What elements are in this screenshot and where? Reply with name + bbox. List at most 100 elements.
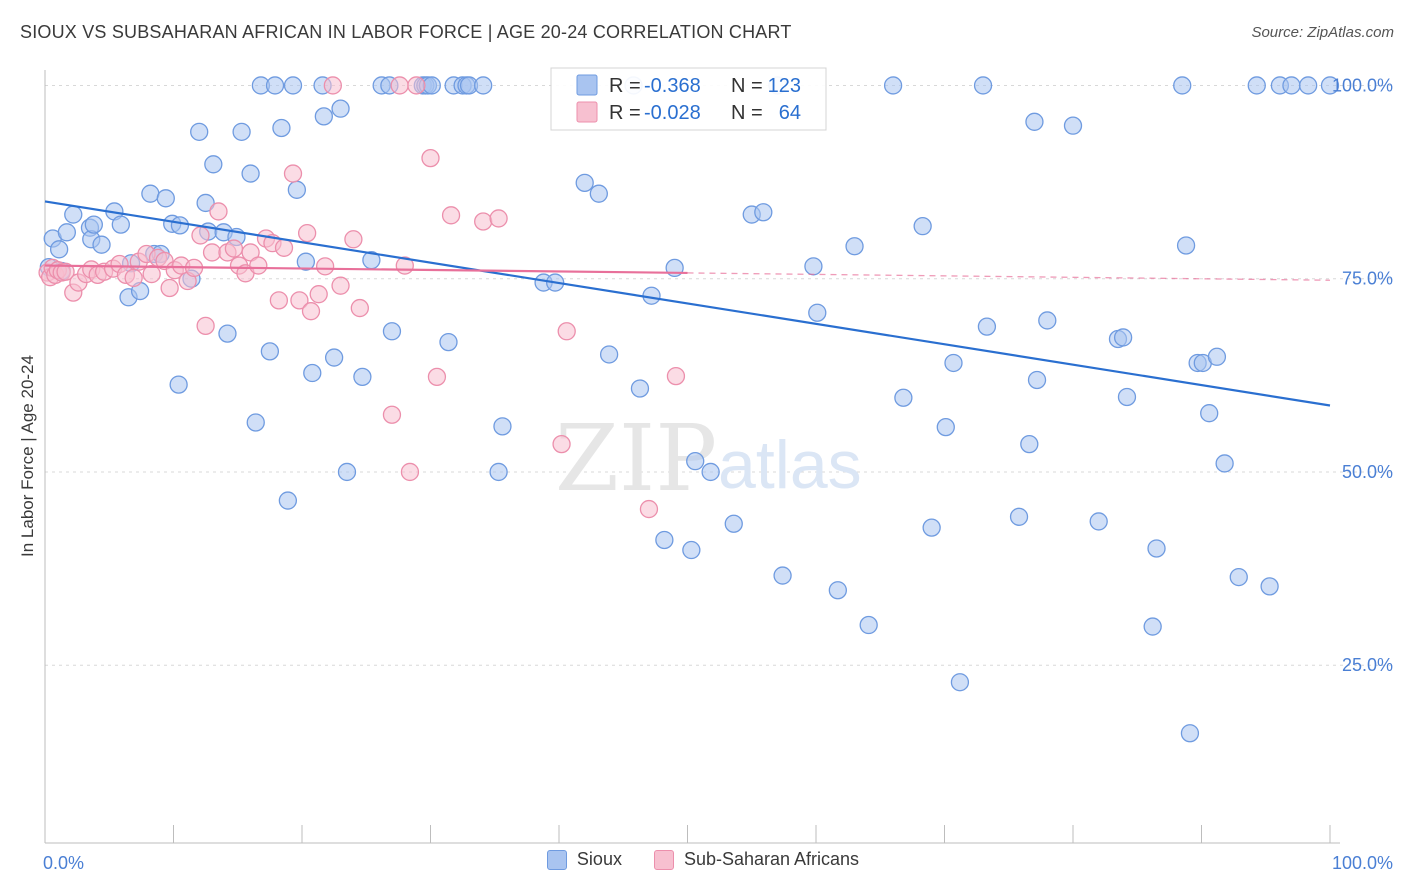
sioux-point	[804, 257, 823, 276]
sioux-point	[204, 155, 223, 174]
sioux-point	[382, 322, 402, 341]
sioux-point	[439, 332, 458, 352]
x-tick-label: 0.0%	[43, 853, 84, 873]
subsaharan-point	[400, 462, 420, 482]
y-tick-label: 75.0%	[1342, 269, 1393, 289]
sioux-point	[265, 76, 285, 95]
subsaharan-point	[552, 434, 571, 454]
sioux-point	[913, 216, 932, 236]
sioux-point	[303, 363, 322, 383]
sioux-point	[1299, 76, 1318, 95]
legend-item-subsaharan[interactable]: Sub-Saharan Africans	[653, 849, 860, 870]
legend-label-subsaharan: Sub-Saharan Africans	[683, 849, 860, 869]
sioux-point	[353, 367, 372, 387]
legend-n-value: 64	[779, 102, 801, 124]
subsaharan-point	[274, 238, 294, 257]
subsaharan-point	[290, 291, 309, 310]
legend-n-value: 123	[768, 75, 801, 97]
sioux-point	[493, 417, 512, 436]
legend-r-value: -0.028	[644, 102, 701, 124]
trend-line-subsaharan-extension	[687, 272, 1331, 281]
sioux-point	[196, 193, 215, 213]
subsaharan-point	[323, 76, 342, 95]
subsaharan-point	[639, 499, 659, 519]
subsaharan-point	[224, 239, 244, 258]
tick-label-layer: 25.0% 50.0% 75.0% 100.0% 0.0% 100.0%	[43, 75, 1393, 873]
sioux-point	[218, 324, 237, 343]
trend-layer	[44, 200, 1331, 407]
subsaharan-point	[309, 285, 328, 304]
legend-swatch	[576, 74, 598, 96]
sioux-point	[1282, 76, 1301, 95]
sioux-point	[630, 379, 650, 398]
legend-swatch	[576, 101, 598, 123]
sioux-point	[57, 223, 76, 242]
sioux-point	[141, 184, 160, 203]
sioux-point	[241, 164, 260, 183]
legend-swatch-subsaharan	[653, 849, 674, 870]
y-tick-label: 25.0%	[1342, 655, 1393, 675]
subsaharan-point	[196, 316, 215, 336]
legend-n-label: N =	[731, 102, 763, 124]
sioux-point	[260, 342, 280, 361]
subsaharan-point	[269, 291, 289, 310]
sioux-point	[1229, 567, 1248, 587]
sioux-point	[337, 462, 357, 482]
legend-item-sioux[interactable]: Sioux	[546, 849, 622, 870]
sioux-point	[278, 491, 298, 510]
sioux-point	[489, 462, 508, 482]
sioux-point	[1009, 507, 1029, 526]
sioux-point	[1025, 112, 1044, 131]
sioux-point	[246, 413, 265, 432]
subsaharan-point	[297, 223, 317, 243]
sioux-point	[883, 76, 903, 95]
subsaharan-point	[160, 278, 179, 298]
subsaharan-point	[124, 268, 143, 288]
sioux-point	[1063, 116, 1083, 135]
subsaharan-point	[441, 206, 461, 225]
sioux-point	[589, 184, 608, 203]
subsaharan-point	[142, 264, 161, 284]
subsaharan-point	[331, 276, 350, 295]
sioux-point	[1207, 347, 1227, 366]
sioux-point	[724, 514, 743, 533]
sioux-point	[773, 566, 792, 585]
sioux-point	[1020, 434, 1039, 454]
sioux-point	[1200, 404, 1219, 423]
sioux-point	[296, 252, 316, 271]
chart-source: Source: ZipAtlas.com	[1251, 24, 1394, 41]
sioux-point	[1089, 512, 1108, 531]
sioux-point	[64, 205, 83, 224]
subsaharan-point	[390, 76, 409, 95]
sioux-point	[1320, 76, 1340, 95]
subsaharan-point	[666, 366, 686, 386]
sioux-point	[922, 518, 941, 537]
sioux-point	[287, 180, 307, 199]
sioux-point	[283, 76, 303, 95]
sioux-point	[1143, 617, 1162, 636]
axis-layer	[44, 70, 1340, 844]
points-layer	[38, 76, 1340, 743]
subsaharan-point	[56, 262, 75, 281]
sioux-point	[1176, 236, 1196, 255]
sioux-point	[331, 99, 350, 118]
sioux-point	[1180, 724, 1200, 743]
subsaharan-point	[209, 202, 228, 221]
subsaharan-point	[202, 243, 222, 262]
sioux-point	[170, 216, 190, 235]
sioux-point	[754, 203, 773, 222]
sioux-point	[1027, 370, 1047, 390]
legend-r-label: R =	[609, 102, 641, 124]
sioux-point	[701, 462, 720, 482]
y-tick-label: 50.0%	[1342, 462, 1393, 482]
sioux-point	[1117, 387, 1137, 407]
sioux-point	[190, 122, 209, 141]
sioux-point	[973, 76, 993, 95]
watermark-atlas: atlas	[718, 427, 862, 503]
sioux-point	[944, 353, 963, 373]
subsaharan-point	[382, 405, 402, 424]
sioux-point	[682, 540, 701, 560]
sioux-point	[1113, 328, 1133, 347]
